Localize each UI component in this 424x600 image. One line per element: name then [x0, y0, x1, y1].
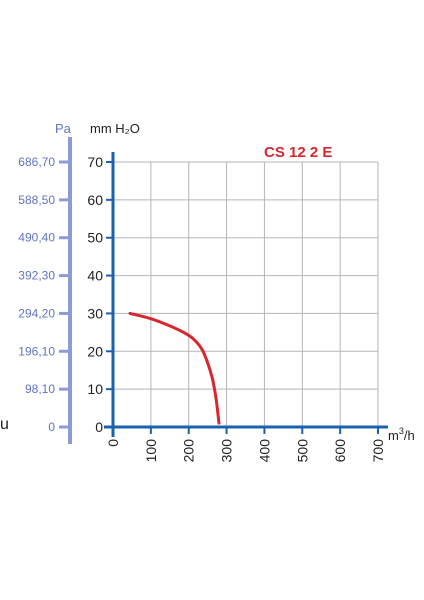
y-tick-label: 50: [87, 230, 103, 246]
y-tick-label: 0: [95, 419, 103, 435]
x-tick-label: 600: [332, 439, 348, 463]
x-tick-label: 500: [294, 439, 310, 463]
y-axis-label: mm H₂O: [90, 121, 140, 136]
x-axis-label-base: m: [388, 428, 399, 443]
y-tick-label: 70: [87, 154, 103, 170]
pa-tick-label: 98,10: [25, 382, 55, 396]
fan-curve-line: [128, 311, 221, 425]
x-tick-label: 0: [105, 439, 121, 447]
y-tick-label: 30: [87, 305, 103, 321]
series: [128, 311, 221, 425]
x-axis-label-sup: 3: [399, 426, 404, 436]
x-tick-label: 100: [143, 439, 159, 463]
pa-tick-label: 588,50: [18, 193, 55, 207]
grid-lines: [113, 161, 379, 427]
pa-tick-label: 392,30: [18, 269, 55, 283]
y-tick-label: 60: [87, 192, 103, 208]
pa-tick-label: 294,20: [18, 306, 55, 320]
pa-tick-label: 196,10: [18, 344, 55, 358]
x-axis-label: m3/h: [388, 426, 415, 443]
x-tick-label: 700: [370, 439, 386, 463]
pa-tick-label: 0: [48, 420, 55, 434]
x-tick-label: 200: [181, 439, 197, 463]
x-tick-label: 400: [256, 439, 272, 463]
x-axis-label-tail: /h: [404, 428, 415, 443]
x-tick-label: 300: [219, 439, 235, 463]
y-tick-label: 20: [87, 343, 103, 359]
stray-text: u: [0, 416, 9, 433]
pa-tick-label: 490,40: [18, 231, 55, 245]
pa-tick-label: 686,70: [18, 155, 55, 169]
chart-title: CS 12 2 E: [264, 144, 332, 161]
tick-labels: 0 98,10 196,10 294,20 392,30 490,40 588,50 686,…: [18, 154, 386, 462]
y-tick-label: 10: [87, 381, 103, 397]
axes: [59, 137, 388, 444]
pa-axis-label: Pa: [55, 121, 72, 136]
y-tick-label: 40: [87, 268, 103, 284]
